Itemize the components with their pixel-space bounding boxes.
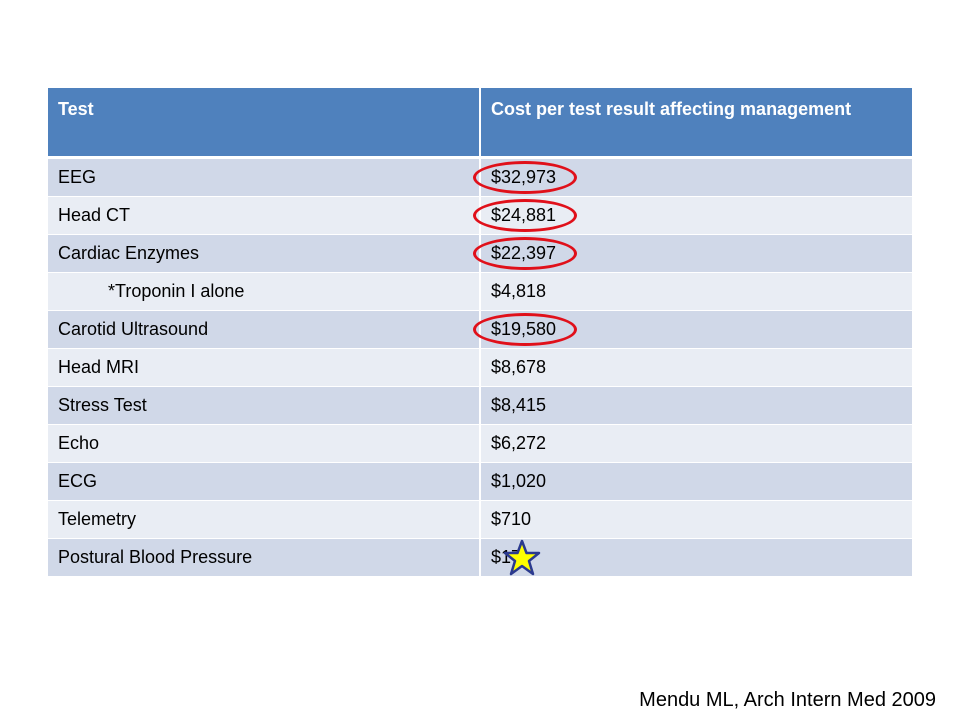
table-row: Cardiac Enzymes $22,397 xyxy=(48,234,912,273)
table-row: ECG $1,020 xyxy=(48,462,912,501)
header-cost: Cost per test result affecting managemen… xyxy=(480,88,912,159)
cell-test: *Troponin I alone xyxy=(48,272,481,311)
cell-cost: $17 xyxy=(480,538,912,577)
cell-test: Head CT xyxy=(48,196,481,235)
table-row: Carotid Ultrasound $19,580 xyxy=(48,310,912,349)
table-row: Head MRI $8,678 xyxy=(48,348,912,387)
cell-test: Postural Blood Pressure xyxy=(48,538,481,577)
cell-test: EEG xyxy=(48,157,481,197)
red-circle-highlight xyxy=(473,161,577,194)
table-row: Stress Test $8,415 xyxy=(48,386,912,425)
cost-value: $710 xyxy=(491,509,532,529)
table-row: Telemetry $710 xyxy=(48,500,912,539)
cell-test: Head MRI xyxy=(48,348,481,387)
cell-test: Stress Test xyxy=(48,386,481,425)
cost-value: $1,020 xyxy=(491,471,547,491)
cost-value: $8,415 xyxy=(491,395,547,415)
cost-table: Test Cost per test result affecting mana… xyxy=(48,88,912,577)
cell-test: Echo xyxy=(48,424,481,463)
header-test: Test xyxy=(48,88,481,159)
red-circle-highlight xyxy=(473,313,577,346)
table-row: Head CT $24,881 xyxy=(48,196,912,235)
star-icon xyxy=(503,539,541,577)
citation: Mendu ML, Arch Intern Med 2009 xyxy=(639,689,936,711)
cell-test: Cardiac Enzymes xyxy=(48,234,481,273)
cell-test: Telemetry xyxy=(48,500,481,539)
cost-value: $6,272 xyxy=(491,433,547,453)
cell-cost: $19,580 xyxy=(473,310,912,349)
cell-test: Carotid Ultrasound xyxy=(48,310,481,349)
table-row: Postural Blood Pressure $17 xyxy=(48,538,912,577)
cell-cost: $32,973 xyxy=(473,157,912,197)
cell-cost: $710 xyxy=(480,500,912,539)
table-row: Echo $6,272 xyxy=(48,424,912,463)
red-circle-highlight xyxy=(473,237,577,270)
cell-cost: $4,818 xyxy=(480,272,912,311)
cost-value: $8,678 xyxy=(491,357,547,377)
cell-cost: $24,881 xyxy=(473,196,912,235)
cell-cost: $8,415 xyxy=(480,386,912,425)
red-circle-highlight xyxy=(473,199,577,232)
cell-test: ECG xyxy=(48,462,481,501)
cell-cost: $6,272 xyxy=(480,424,912,463)
table-header-row: Test Cost per test result affecting mana… xyxy=(48,88,912,159)
cost-value: $4,818 xyxy=(491,281,547,301)
table-row: EEG $32,973 xyxy=(48,157,912,197)
cell-cost: $22,397 xyxy=(473,234,912,273)
table-row: *Troponin I alone $4,818 xyxy=(48,272,912,311)
cell-cost: $1,020 xyxy=(480,462,912,501)
cell-cost: $8,678 xyxy=(480,348,912,387)
